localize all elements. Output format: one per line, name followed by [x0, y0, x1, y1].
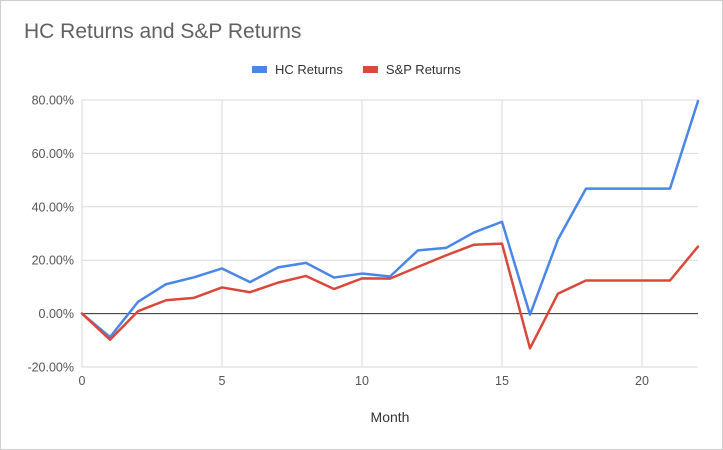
chart-title: HC Returns and S&P Returns	[24, 20, 302, 43]
x-axis-title: Month	[371, 409, 410, 425]
y-tick-label: 0.00%	[39, 307, 74, 321]
legend-swatch-hc-returns	[252, 66, 267, 73]
x-tick-label: 10	[355, 374, 369, 388]
x-tick-label: 15	[495, 374, 509, 388]
y-tick-label: 40.00%	[32, 200, 74, 214]
legend-swatch-s-p-returns	[362, 66, 378, 73]
x-tick-label: 20	[635, 374, 649, 388]
y-tick-labels: -20.00% 0.00% 20.00% 40.00% 60.00% 80.00%	[27, 94, 74, 375]
y-tick-label: 60.00%	[32, 147, 74, 161]
y-tick-label: 80.00%	[32, 94, 74, 108]
x-grid-lines	[81, 100, 643, 367]
x-tick-label: 5	[219, 374, 226, 388]
x-tick-label: 0	[79, 374, 86, 388]
x-tick-labels: 0 5 10 15 20	[79, 374, 649, 388]
y-tick-label: -20.00%	[27, 361, 74, 375]
legend: HC Returns S&P Returns	[252, 62, 461, 77]
series-line-hc-returns	[80, 99, 700, 339]
legend-label-hc-returns: HC Returns	[275, 62, 343, 77]
y-tick-label: 20.00%	[32, 254, 74, 268]
legend-label-s-p-returns: S&P Returns	[386, 62, 461, 77]
series-line-s-p-returns	[80, 242, 700, 350]
grid-lines	[82, 99, 698, 368]
series-lines	[80, 99, 700, 350]
